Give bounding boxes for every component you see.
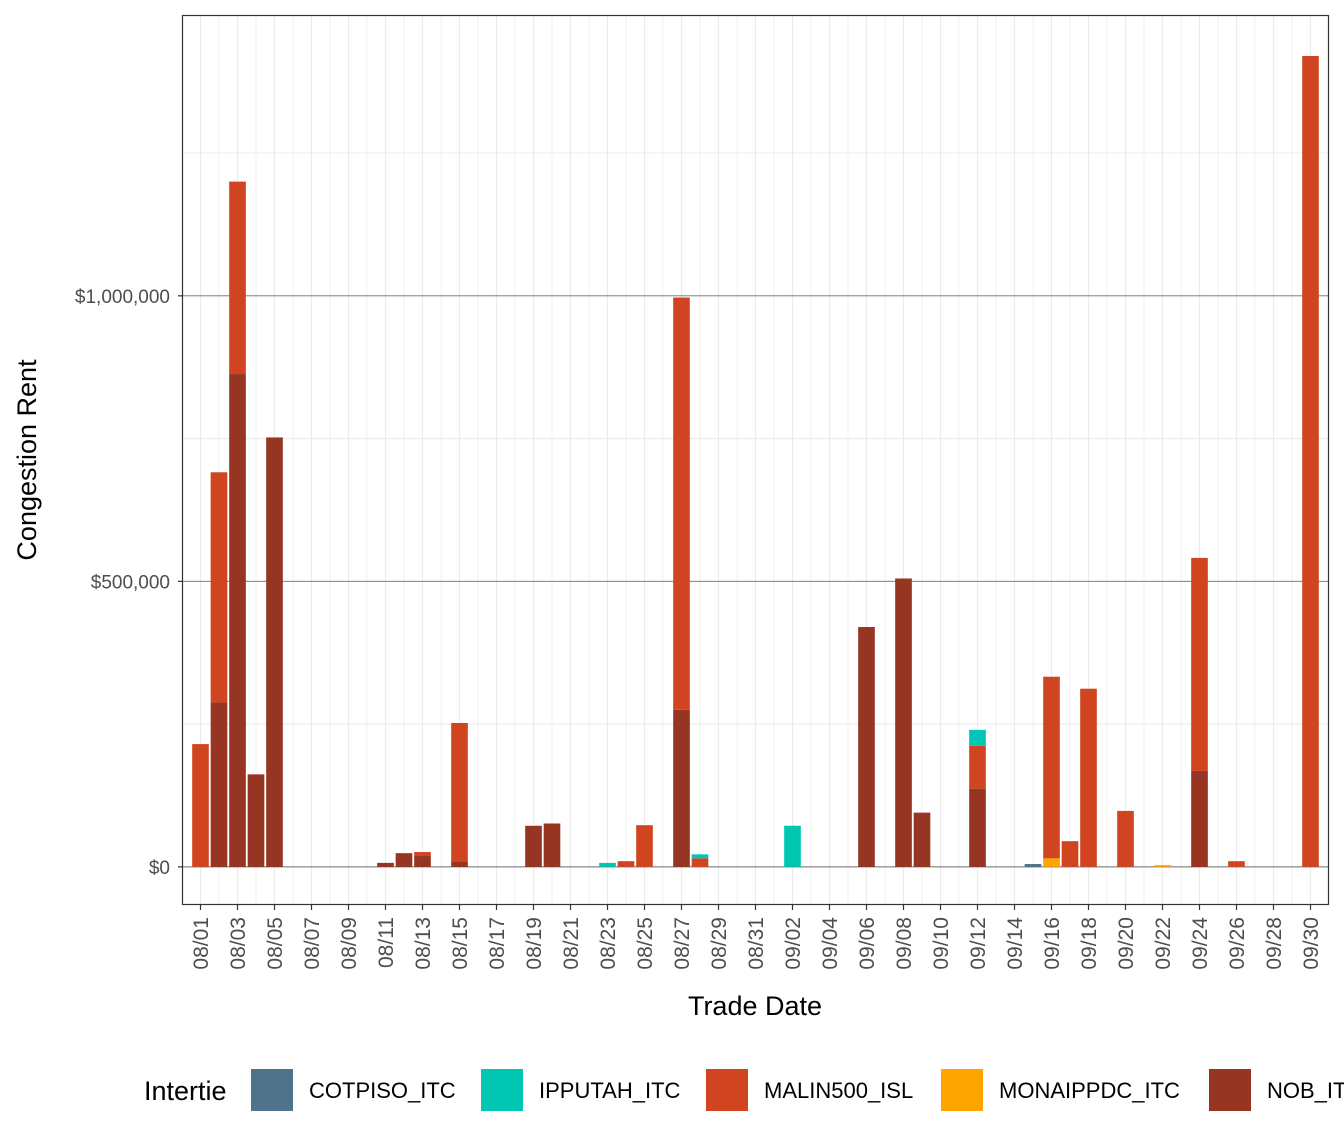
bar-malin500-isl-08-24: [617, 861, 635, 867]
bar-malin500-isl-09-26: [1228, 861, 1245, 867]
y-axis-ticks: $0 $500,000 $1,000,000: [75, 287, 183, 879]
x-tick-label: 08/01: [190, 917, 213, 970]
bar-malin500-isl-08-27: [673, 297, 690, 710]
x-tick-label: 08/21: [560, 917, 583, 970]
bar-malin500-isl-08-15: [451, 722, 468, 862]
bar-malin500-isl-09-20: [1117, 810, 1134, 867]
x-tick-label: 09/22: [1152, 917, 1175, 970]
bar-malin500-isl-09-17: [1061, 841, 1079, 867]
x-tick-label: 08/05: [264, 917, 287, 970]
bar-nob-itc-08-20: [543, 823, 561, 867]
x-tick-label: 09/16: [1041, 917, 1064, 970]
x-tick-label: 09/30: [1300, 917, 1323, 970]
bar-malin500-isl-09-30: [1302, 55, 1319, 867]
bar-malin500-isl-08-01: [192, 744, 209, 867]
bar-nob-itc-08-04: [247, 774, 265, 867]
bar-malin500-isl-09-16: [1043, 676, 1060, 859]
x-tick-label: 08/13: [412, 917, 435, 970]
bar-monaippdc-itc-09-16: [1043, 858, 1060, 867]
x-tick-label: 09/06: [856, 917, 879, 970]
legend-key-malin500-isl: [706, 1069, 748, 1111]
bar-ipputah-itc-08-28: [691, 854, 709, 859]
bar-nob-itc-08-05: [266, 437, 283, 867]
bar-malin500-isl-08-03: [229, 181, 246, 375]
bar-nob-itc-08-27: [673, 709, 690, 867]
bars: [192, 55, 1319, 867]
y-axis-title: Congestion Rent: [12, 359, 42, 561]
legend-key-cotpiso-itc: [251, 1069, 293, 1111]
bar-malin500-isl-08-02: [210, 472, 228, 703]
x-tick-label: 08/03: [227, 917, 250, 970]
legend-label: NOB_ITC: [1267, 1078, 1344, 1103]
y-tick-label: $0: [149, 858, 170, 879]
legend-label: MONAIPPDC_ITC: [999, 1078, 1180, 1103]
bar-malin500-isl-08-25: [636, 825, 653, 867]
y-tick-label: $500,000: [91, 572, 170, 593]
x-tick-label: 09/26: [1226, 917, 1249, 970]
bar-nob-itc-09-08: [895, 578, 912, 867]
legend: Intertie COTPISO_ITC IPPUTAH_ITC MALIN500_…: [144, 1069, 1344, 1111]
x-tick-label: 08/19: [523, 917, 546, 970]
bar-ipputah-itc-09-02: [784, 825, 801, 867]
legend-key-nob-itc: [1209, 1069, 1251, 1111]
bar-nob-itc-08-02: [210, 702, 228, 867]
x-tick-label: 08/25: [634, 917, 657, 970]
x-axis-title: Trade Date: [688, 991, 822, 1021]
x-axis-ticks: 08/01 08/03 08/05 08/07 08/09 08/11 08/13 08/15…: [190, 904, 1323, 970]
x-tick-label: 08/17: [486, 917, 509, 970]
x-tick-label: 08/31: [745, 917, 768, 970]
bar-malin500-isl-09-12: [969, 745, 986, 789]
y-tick-label: $1,000,000: [75, 287, 170, 308]
legend-key-ipputah-itc: [481, 1069, 523, 1111]
x-tick-label: 09/04: [819, 917, 842, 970]
bar-nob-itc-09-12: [969, 788, 986, 867]
legend-items: COTPISO_ITC IPPUTAH_ITC MALIN500_ISL MONAIP…: [251, 1069, 1344, 1111]
x-tick-label: 08/11: [375, 917, 398, 968]
bar-malin500-isl-08-28: [691, 858, 709, 867]
bar-nob-itc-09-09: [913, 812, 931, 867]
x-tick-label: 09/28: [1263, 917, 1286, 970]
x-tick-label: 09/12: [967, 917, 990, 970]
bar-ipputah-itc-09-12: [969, 729, 986, 746]
grid-lines: [183, 16, 1328, 904]
x-tick-label: 09/24: [1189, 917, 1212, 970]
bar-ipputah-itc-08-23: [599, 862, 616, 867]
x-tick-label: 09/20: [1115, 917, 1138, 970]
x-tick-label: 08/27: [671, 917, 694, 970]
bar-monaippdc-itc-09-22: [1154, 865, 1171, 867]
x-tick-label: 09/10: [930, 917, 953, 970]
bar-malin500-isl-08-13: [414, 852, 431, 857]
bar-nob-itc-09-24: [1191, 770, 1208, 867]
x-tick-label: 09/02: [782, 917, 805, 970]
legend-key-monaippdc-itc: [941, 1069, 983, 1111]
bar-nob-itc-08-13: [414, 856, 431, 867]
bar-nob-itc-08-11: [377, 862, 394, 867]
legend-title: Intertie: [144, 1076, 227, 1106]
x-tick-label: 08/29: [708, 917, 731, 970]
bar-nob-itc-09-06: [858, 627, 875, 867]
x-tick-label: 09/18: [1078, 917, 1101, 970]
x-tick-label: 08/23: [597, 917, 620, 970]
bar-nob-itc-08-15: [451, 861, 468, 867]
bar-malin500-isl-09-18: [1080, 688, 1097, 867]
legend-label: MALIN500_ISL: [764, 1078, 913, 1103]
x-tick-label: 09/14: [1004, 917, 1027, 970]
legend-label: COTPISO_ITC: [309, 1078, 456, 1103]
legend-label: IPPUTAH_ITC: [539, 1078, 681, 1103]
x-tick-label: 08/09: [338, 917, 361, 970]
x-tick-label: 08/15: [449, 917, 472, 970]
bar-nob-itc-08-03: [229, 374, 246, 867]
bar-nob-itc-08-19: [525, 825, 542, 867]
bar-cotpiso-itc-09-15: [1024, 864, 1042, 867]
x-tick-label: 08/07: [301, 917, 324, 970]
bar-malin500-isl-09-24: [1191, 557, 1208, 771]
x-tick-label: 09/08: [893, 917, 916, 970]
bar-nob-itc-08-12: [395, 853, 413, 867]
